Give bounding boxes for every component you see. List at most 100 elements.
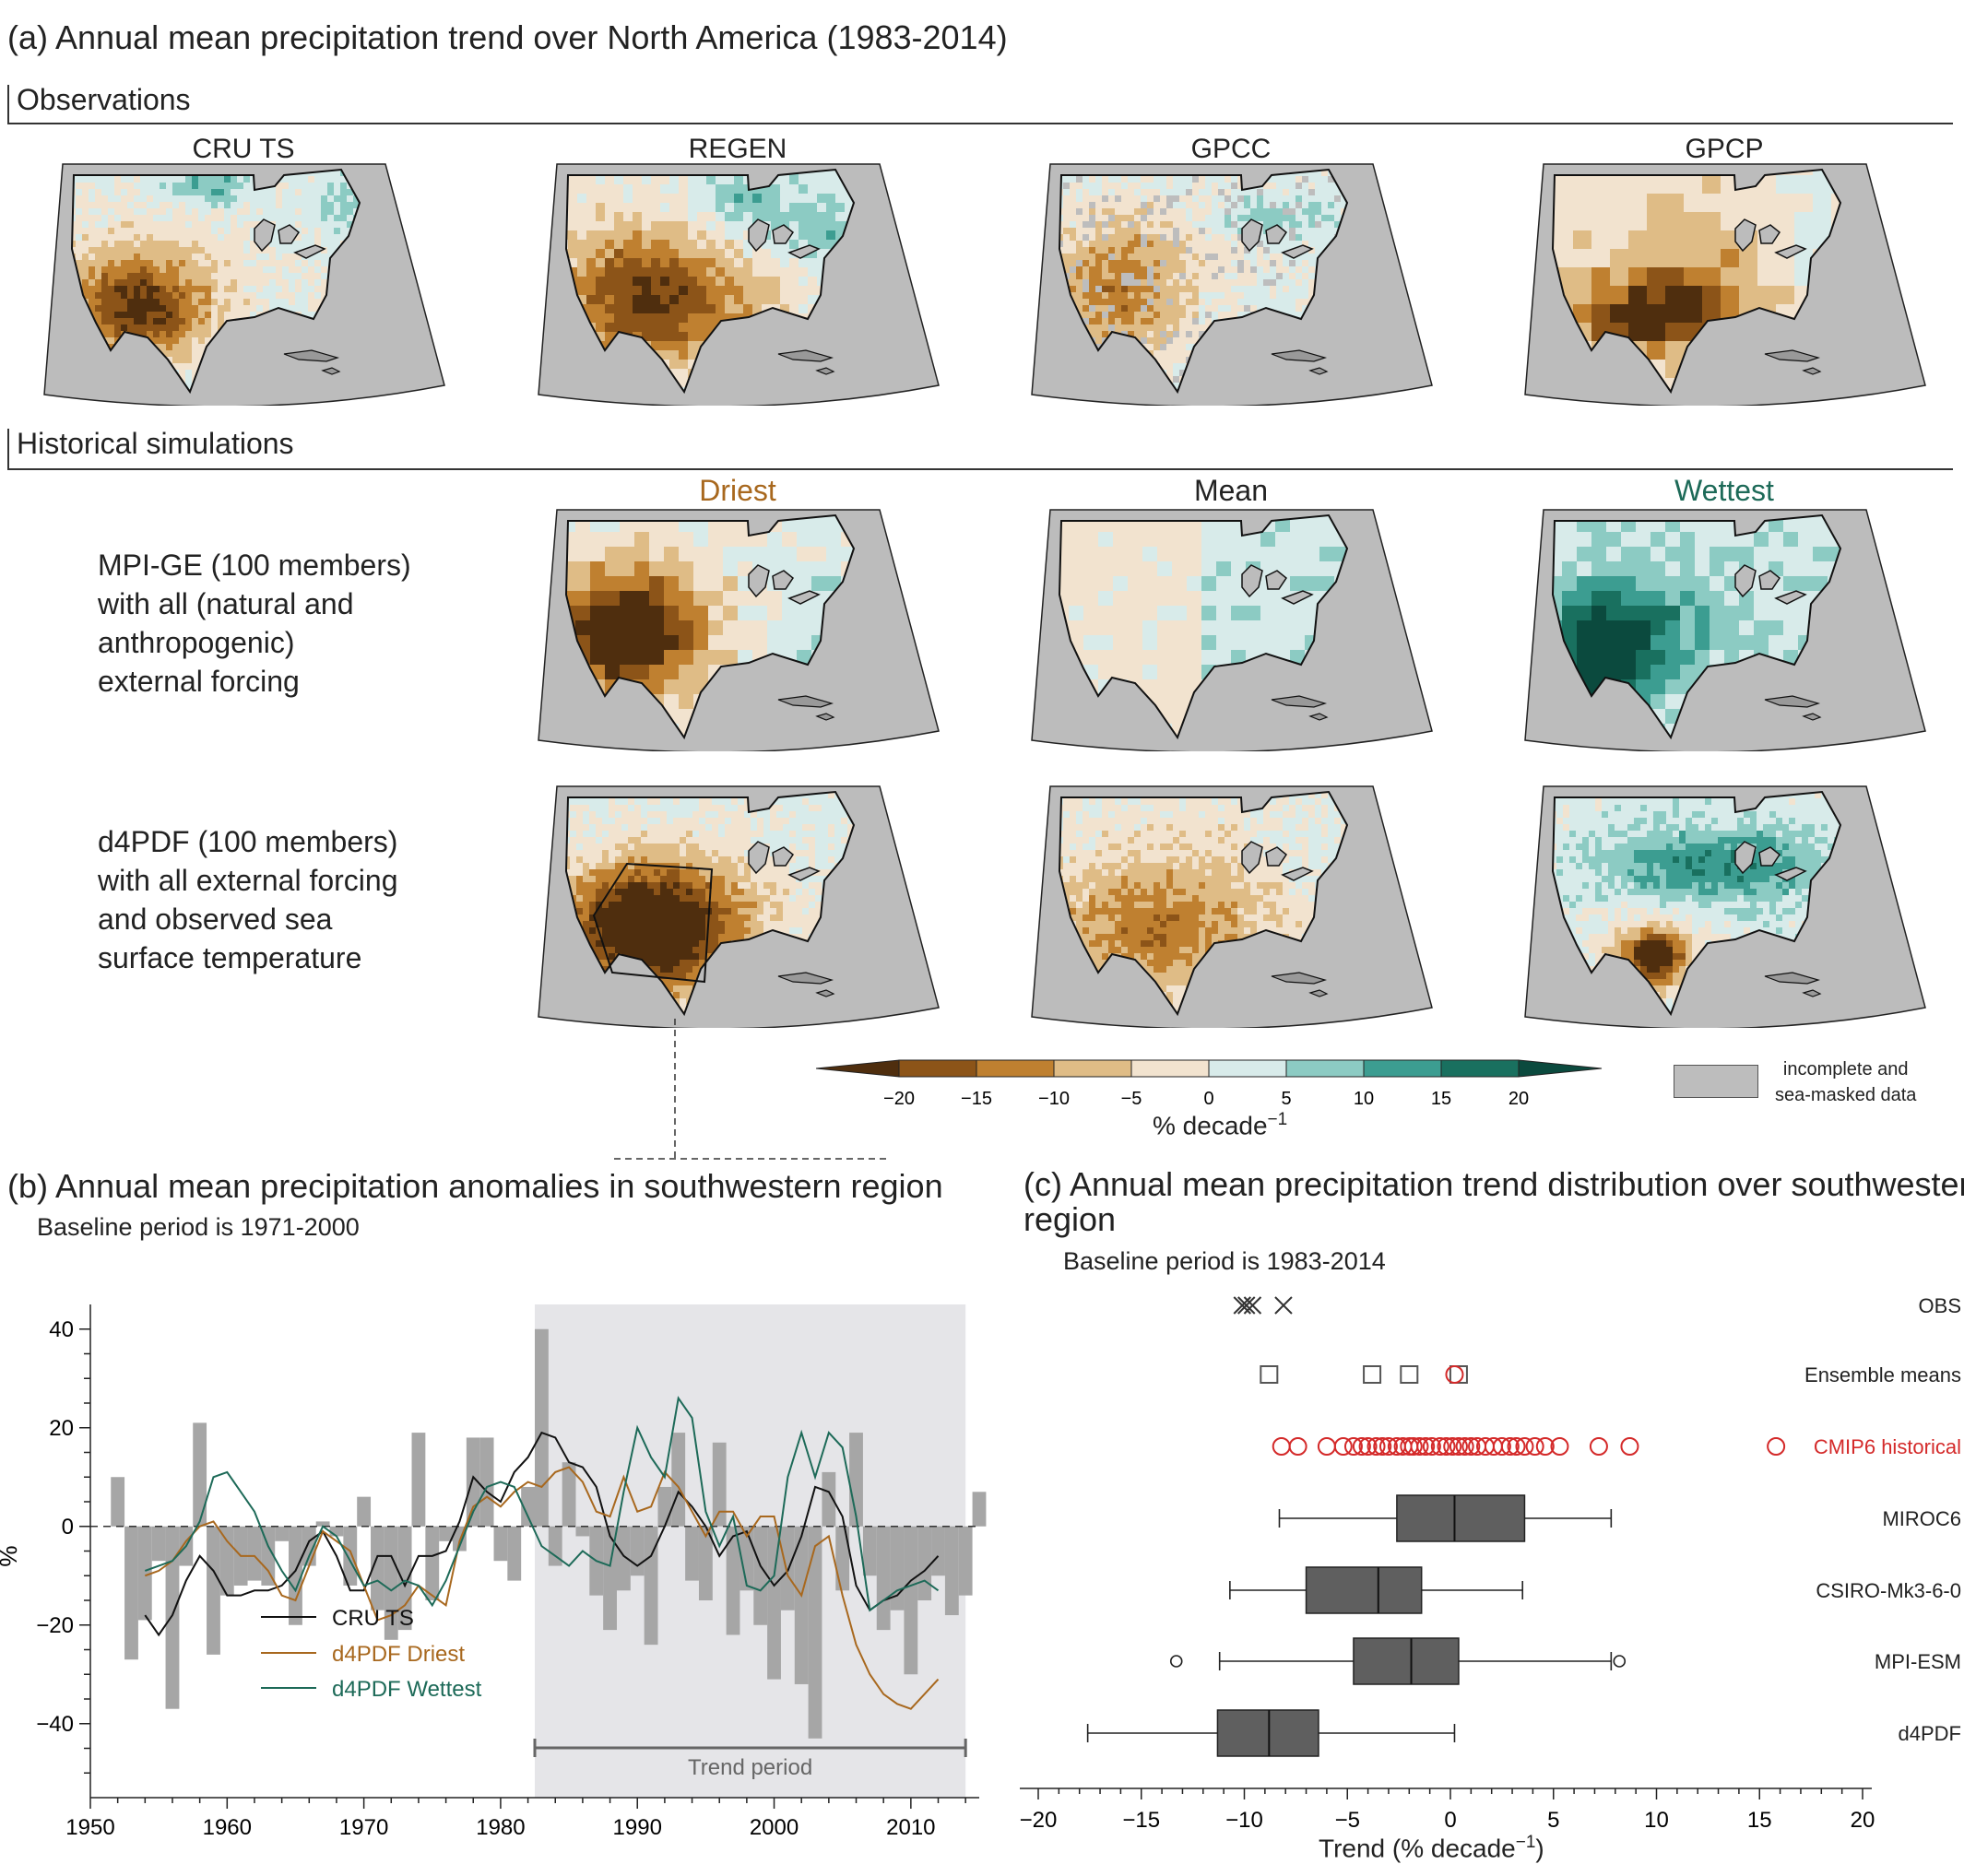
map-cell — [1134, 266, 1142, 274]
map-cell — [269, 195, 277, 203]
map-cell — [37, 279, 44, 287]
map-cell — [282, 189, 290, 196]
map-cell — [1102, 279, 1109, 287]
map-cell — [134, 324, 141, 332]
map-cell — [669, 369, 680, 379]
map-cell — [1070, 273, 1077, 280]
map-cell — [95, 189, 102, 196]
map-cell — [614, 230, 624, 241]
map-cell — [43, 318, 51, 325]
map-cell — [1024, 402, 1032, 406]
map-cell — [205, 208, 212, 216]
map-cell — [340, 202, 348, 209]
map-cell — [1089, 292, 1096, 300]
map-cell — [669, 341, 680, 351]
map-cell — [1179, 279, 1187, 287]
map-cell — [937, 286, 946, 296]
map-cell — [937, 203, 946, 213]
map-cell — [669, 194, 680, 204]
map-cell — [431, 157, 438, 164]
map-cell — [224, 312, 231, 319]
map-cell — [1095, 183, 1103, 190]
map-cell — [1166, 292, 1174, 300]
map-cell — [140, 318, 148, 325]
map-cell — [160, 202, 167, 209]
map-cell — [398, 402, 406, 406]
map-cell — [1108, 189, 1116, 196]
map-cell — [596, 203, 606, 213]
map-cell — [237, 305, 244, 313]
row2-line1: d4PDF (100 members) — [98, 825, 398, 858]
map-cell — [1095, 157, 1103, 164]
map-cell — [205, 247, 212, 254]
map-cell — [1218, 312, 1225, 319]
map-cell — [424, 254, 432, 261]
map-cell — [669, 360, 680, 370]
map-cell — [231, 292, 238, 300]
map-cell — [43, 305, 51, 313]
map-cell — [1031, 241, 1038, 248]
map-cell — [121, 279, 128, 287]
map-cell — [224, 221, 231, 229]
map-cell — [679, 249, 689, 259]
map-cell — [108, 183, 115, 190]
map-cell — [1083, 402, 1090, 406]
map-cell — [623, 323, 633, 333]
map-cell — [114, 189, 122, 196]
map-cell — [1115, 202, 1122, 209]
map-cell — [172, 208, 180, 216]
map-cell — [780, 240, 790, 250]
map-cell — [172, 234, 180, 242]
map-cell — [614, 313, 624, 324]
map-cell — [531, 157, 541, 167]
map-cell — [302, 279, 309, 287]
map-cell — [327, 402, 335, 406]
map-cell — [1141, 157, 1148, 164]
map-cell — [398, 202, 406, 209]
map-cell — [179, 176, 186, 183]
map-cell — [334, 189, 341, 196]
map-cell — [1076, 286, 1083, 293]
map-cell — [1083, 299, 1090, 306]
map-cell — [411, 170, 419, 177]
map-cell — [789, 240, 799, 250]
map-cell — [706, 313, 716, 324]
map-cell — [276, 247, 283, 254]
map-cell — [160, 195, 167, 203]
map-cell — [1141, 215, 1148, 222]
map-cell — [1134, 176, 1142, 183]
map-cell — [633, 203, 643, 213]
map-cell — [1212, 247, 1219, 254]
map-cell — [1134, 183, 1142, 190]
map-cell — [909, 230, 919, 241]
map-cell — [1212, 176, 1219, 183]
map-cell — [1102, 183, 1109, 190]
map-cell — [928, 277, 938, 287]
map-cell — [231, 234, 238, 242]
map-cell — [95, 241, 102, 248]
map-cell — [651, 313, 661, 324]
map-cell — [651, 212, 661, 222]
map-cell — [596, 332, 606, 342]
map-cell — [147, 279, 154, 287]
map-cell — [134, 208, 141, 216]
map-cell — [321, 189, 328, 196]
map-cell — [1160, 344, 1167, 351]
map-cell — [185, 266, 193, 274]
map-cell — [321, 266, 328, 274]
map-cell — [1070, 157, 1077, 164]
map-cell — [224, 228, 231, 235]
map-cell — [771, 267, 781, 277]
map-cell — [826, 203, 836, 213]
map-cell — [1024, 189, 1032, 196]
map-cell — [224, 157, 231, 164]
map-cell — [1160, 312, 1167, 319]
map-cell — [586, 304, 597, 314]
map-cell — [1115, 221, 1122, 229]
map-cell — [780, 286, 790, 296]
map-cell — [444, 176, 451, 183]
map-cell — [147, 260, 154, 267]
map-cell — [771, 240, 781, 250]
map-cell — [716, 230, 726, 241]
map-cell — [314, 221, 322, 229]
